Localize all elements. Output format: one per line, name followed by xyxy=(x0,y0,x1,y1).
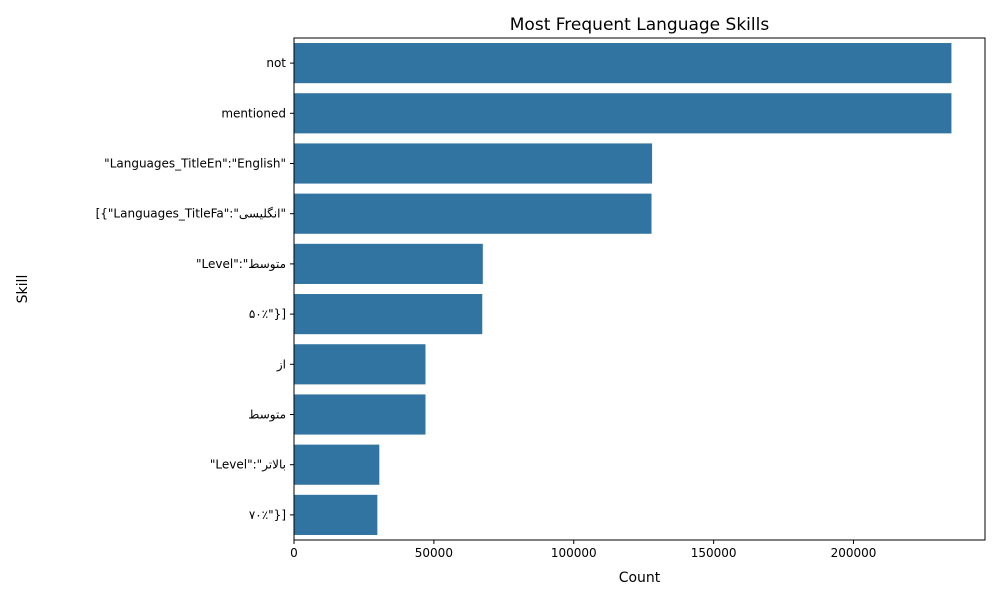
bar xyxy=(294,344,426,385)
x-axis-title: Count xyxy=(619,570,661,586)
y-tick-label: متوسط xyxy=(248,408,286,423)
y-axis-title: Skill xyxy=(15,275,31,304)
y-tick-label: mentioned xyxy=(221,106,286,120)
y-tick-label: ۵۰٪"}] xyxy=(249,307,286,321)
y-tick-label: [{"Languages_TitleFa":"انگلیسی" xyxy=(96,207,286,221)
x-tick-label: 150000 xyxy=(691,546,737,560)
x-tick-label: 50000 xyxy=(415,546,453,560)
y-tick-label: "Level":"متوسط xyxy=(196,257,286,272)
chart-title: Most Frequent Language Skills xyxy=(510,15,770,35)
plot-frame xyxy=(293,37,986,541)
x-tick-label: 100000 xyxy=(551,546,597,560)
bar xyxy=(294,444,380,485)
x-ticks-layer: 0 50000 100000 150000 200000 xyxy=(290,540,876,560)
y-ticks-layer: not mentioned "Languages_TitleEn":"English… xyxy=(96,56,294,522)
bar xyxy=(294,294,483,335)
y-tick-label: not xyxy=(266,56,286,70)
y-tick-label: از xyxy=(276,357,286,372)
bar xyxy=(294,394,426,435)
bars-layer xyxy=(294,43,952,535)
bar xyxy=(294,143,653,184)
bar xyxy=(294,243,483,284)
bar xyxy=(294,93,952,134)
axes-frame xyxy=(293,37,986,541)
y-tick-label: "Languages_TitleEn":"English" xyxy=(104,157,286,171)
y-tick-label: ۷۰٪"}] xyxy=(249,508,286,522)
bar xyxy=(294,193,652,234)
y-tick-label: "Level":"بالاتر xyxy=(210,458,286,473)
x-tick-label: 0 xyxy=(290,546,298,560)
bar xyxy=(294,494,378,535)
bar xyxy=(294,43,952,84)
x-tick-label: 200000 xyxy=(831,546,877,560)
